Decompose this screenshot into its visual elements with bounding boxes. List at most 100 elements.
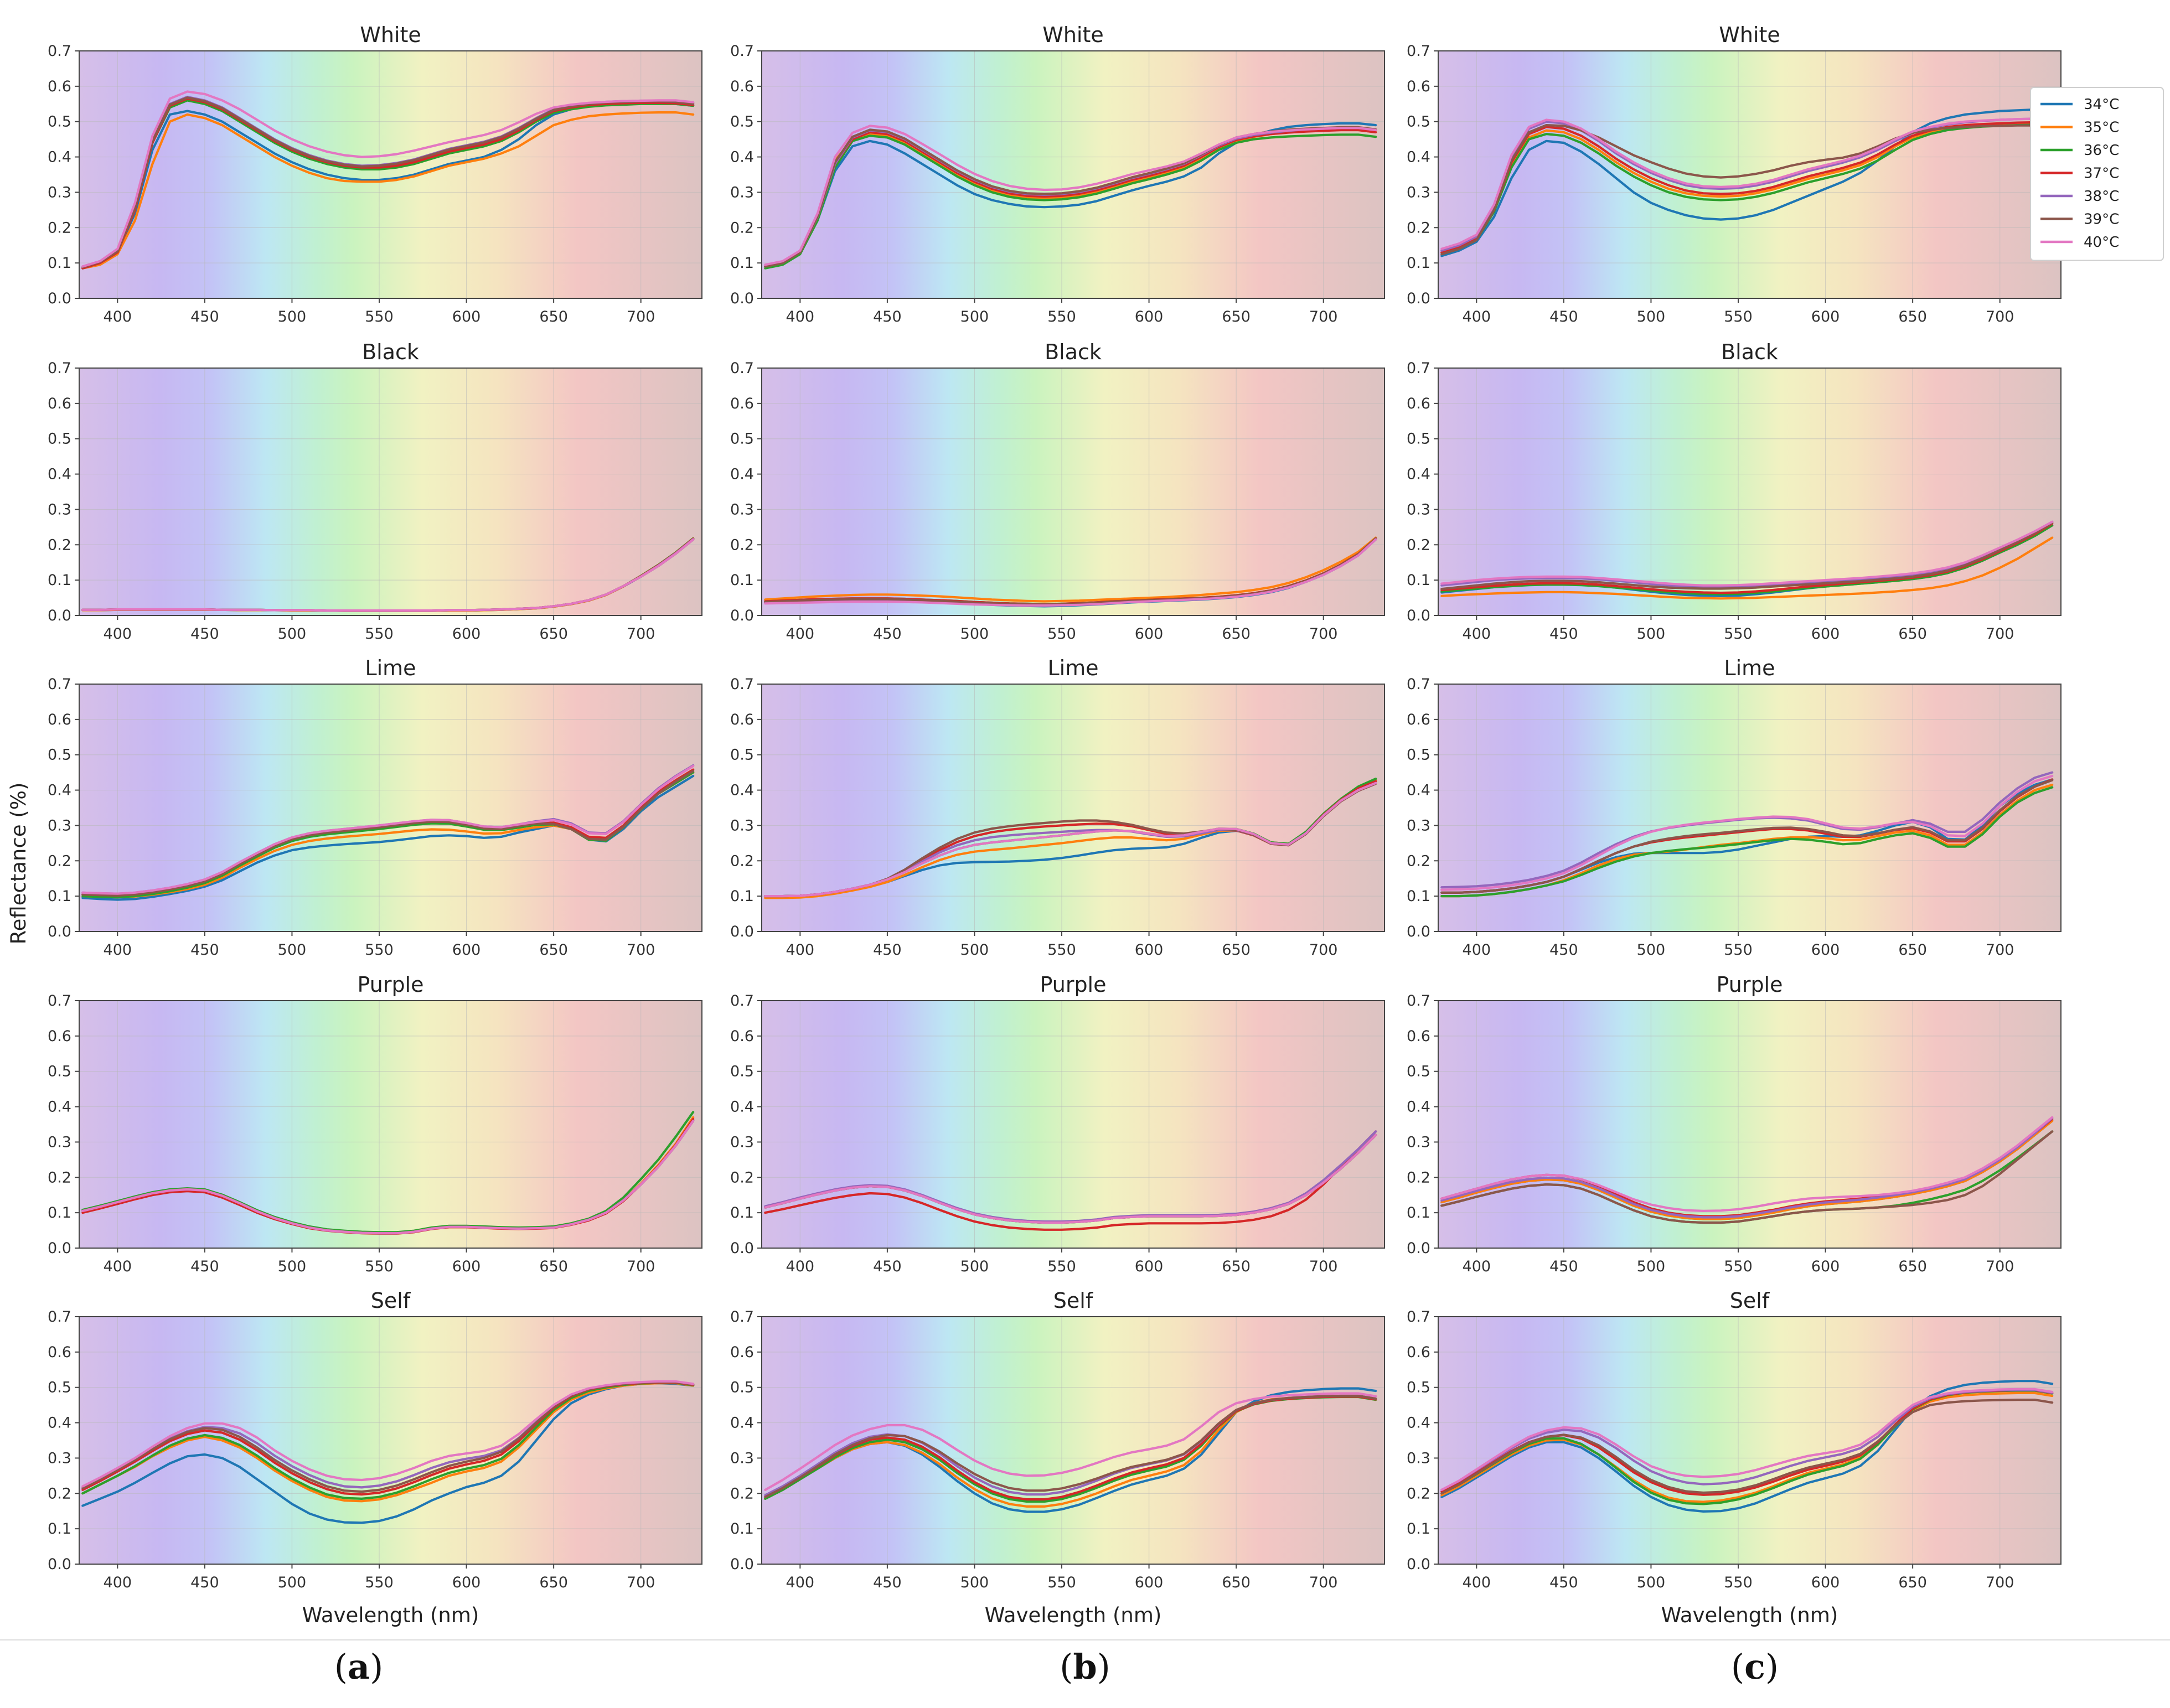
y-tick-label: 0.4 [730, 1415, 754, 1432]
spectrum-background [762, 1001, 1384, 1248]
series-line-5 [1440, 520, 2054, 589]
x-tick-label: 600 [452, 308, 481, 325]
y-tick-label: 0.2 [730, 1485, 754, 1502]
x-tick-label: 550 [365, 1258, 394, 1275]
legend-label: 36°C [2084, 142, 2119, 159]
series-line-7 [81, 1119, 695, 1235]
x-tick-label: 600 [452, 941, 481, 959]
y-tick-label: 0.2 [730, 536, 754, 553]
y-tick-label: 0.0 [1407, 1556, 1430, 1573]
y-tick-label: 0.4 [1407, 1415, 1430, 1432]
series-line-7 [764, 538, 1377, 607]
legend-label: 37°C [2084, 165, 2119, 182]
x-tick-label: 700 [1309, 941, 1338, 959]
spectrum-background [762, 368, 1384, 615]
chart-title: Black [1045, 340, 1102, 364]
y-tick-label: 0.5 [730, 1379, 754, 1396]
y-tick-label: 0.2 [730, 219, 754, 236]
caption-divider [0, 1639, 2170, 1640]
chart-b-white: 400 450 500 550 600 650 700 0.0 0.1 0.2 0.3 0.4 0.5 0… [730, 23, 1385, 325]
chart-title: Lime [365, 656, 416, 680]
y-tick-label: 0.0 [48, 1240, 71, 1257]
series-line-7 [764, 1392, 1377, 1491]
chart-title: Black [1721, 340, 1778, 364]
x-tick-label: 450 [190, 941, 219, 959]
chart-a-purple: 400 450 500 550 600 650 700 0.0 0.1 0.2 0.3 0.4 0.5 0… [48, 972, 702, 1275]
series-line-6 [1440, 521, 2054, 591]
x-tick-label: 700 [1986, 1258, 2014, 1275]
y-tick-label: 0.4 [48, 466, 71, 483]
x-tick-label: 500 [1637, 1574, 1666, 1591]
series-line-7 [764, 781, 1377, 898]
x-tick-label: 600 [1811, 1574, 1840, 1591]
x-tick-label: 650 [539, 1574, 568, 1591]
y-tick-label: 0.7 [730, 1308, 754, 1326]
y-tick-label: 0.4 [48, 1099, 71, 1116]
x-tick-label: 700 [1986, 308, 2014, 325]
x-tick-label: 700 [627, 625, 655, 643]
y-tick-label: 0.1 [48, 572, 71, 589]
y-tick-label: 0.7 [730, 360, 754, 377]
chart-title: Black [362, 340, 419, 364]
series-line-7 [81, 90, 695, 268]
y-tick-label: 0.1 [48, 255, 71, 272]
y-tick-label: 0.3 [1407, 501, 1430, 518]
x-tick-label: 550 [1047, 1574, 1076, 1591]
y-tick-label: 0.1 [730, 888, 754, 905]
chart-c-self: 400 450 500 550 600 650 700 0.0 0.1 0.2 0.3 0.4 0.5 0… [1407, 1288, 2062, 1627]
x-tick-label: 550 [365, 941, 394, 959]
series-line-6 [81, 769, 695, 897]
y-tick-label: 0.3 [1407, 817, 1430, 834]
legend-box [2030, 87, 2164, 261]
x-tick-label: 400 [786, 941, 815, 959]
y-tick-label: 0.2 [48, 852, 71, 869]
x-tick-label: 400 [1463, 1258, 1491, 1275]
y-tick-label: 0.5 [48, 113, 71, 131]
chart-title: Self [1730, 1288, 1770, 1313]
y-tick-label: 0.0 [48, 1556, 71, 1573]
x-tick-label: 700 [1309, 625, 1338, 643]
x-tick-label: 650 [1222, 941, 1251, 959]
x-tick-label: 500 [1637, 625, 1666, 643]
y-tick-label: 0.5 [1407, 113, 1430, 131]
x-tick-label: 700 [1309, 1574, 1338, 1591]
series-line-7 [81, 538, 695, 612]
y-tick-label: 0.5 [730, 747, 754, 764]
series-line-6 [1440, 779, 2054, 894]
chart-title: White [360, 23, 421, 47]
y-tick-label: 0.1 [730, 255, 754, 272]
x-tick-label: 700 [1986, 941, 2014, 959]
series-line-6 [764, 1394, 1377, 1498]
y-tick-label: 0.5 [48, 1379, 71, 1396]
chart-title: Purple [1716, 972, 1782, 997]
series-line-7 [1440, 520, 2054, 587]
chart-b-purple: 400 450 500 550 600 650 700 0.0 0.1 0.2 0.3 0.4 0.5 0… [730, 972, 1385, 1275]
chart-c-purple: 400 450 500 550 600 650 700 0.0 0.1 0.2 0.3 0.4 0.5 0… [1407, 972, 2062, 1275]
x-tick-label: 550 [365, 625, 394, 643]
x-tick-label: 450 [873, 1574, 902, 1591]
chart-title: White [1042, 23, 1104, 47]
x-tick-label: 600 [452, 1258, 481, 1275]
x-tick-label: 450 [1549, 1574, 1578, 1591]
x-tick-label: 650 [539, 308, 568, 325]
plot-frame [1438, 1000, 2062, 1249]
plot-frame [761, 684, 1385, 932]
x-axis-label: Wavelength (nm) [985, 1603, 1162, 1627]
y-tick-label: 0.7 [1407, 360, 1430, 377]
x-tick-label: 700 [627, 1574, 655, 1591]
y-tick-label: 0.2 [1407, 219, 1430, 236]
x-tick-label: 550 [1047, 941, 1076, 959]
chart-title: White [1719, 23, 1780, 47]
y-tick-label: 0.5 [1407, 431, 1430, 448]
y-tick-label: 0.3 [48, 1134, 71, 1151]
y-tick-label: 0.0 [1407, 923, 1430, 940]
y-tick-label: 0.6 [48, 395, 71, 412]
x-tick-label: 650 [1222, 1574, 1251, 1591]
y-tick-label: 0.5 [730, 113, 754, 131]
series-line-7 [1440, 774, 2054, 891]
y-tick-label: 0.0 [730, 607, 754, 624]
y-tick-label: 0.2 [48, 1485, 71, 1502]
plot-frame [761, 368, 1385, 616]
x-tick-label: 550 [1724, 1574, 1753, 1591]
legend-label: 38°C [2084, 188, 2119, 205]
